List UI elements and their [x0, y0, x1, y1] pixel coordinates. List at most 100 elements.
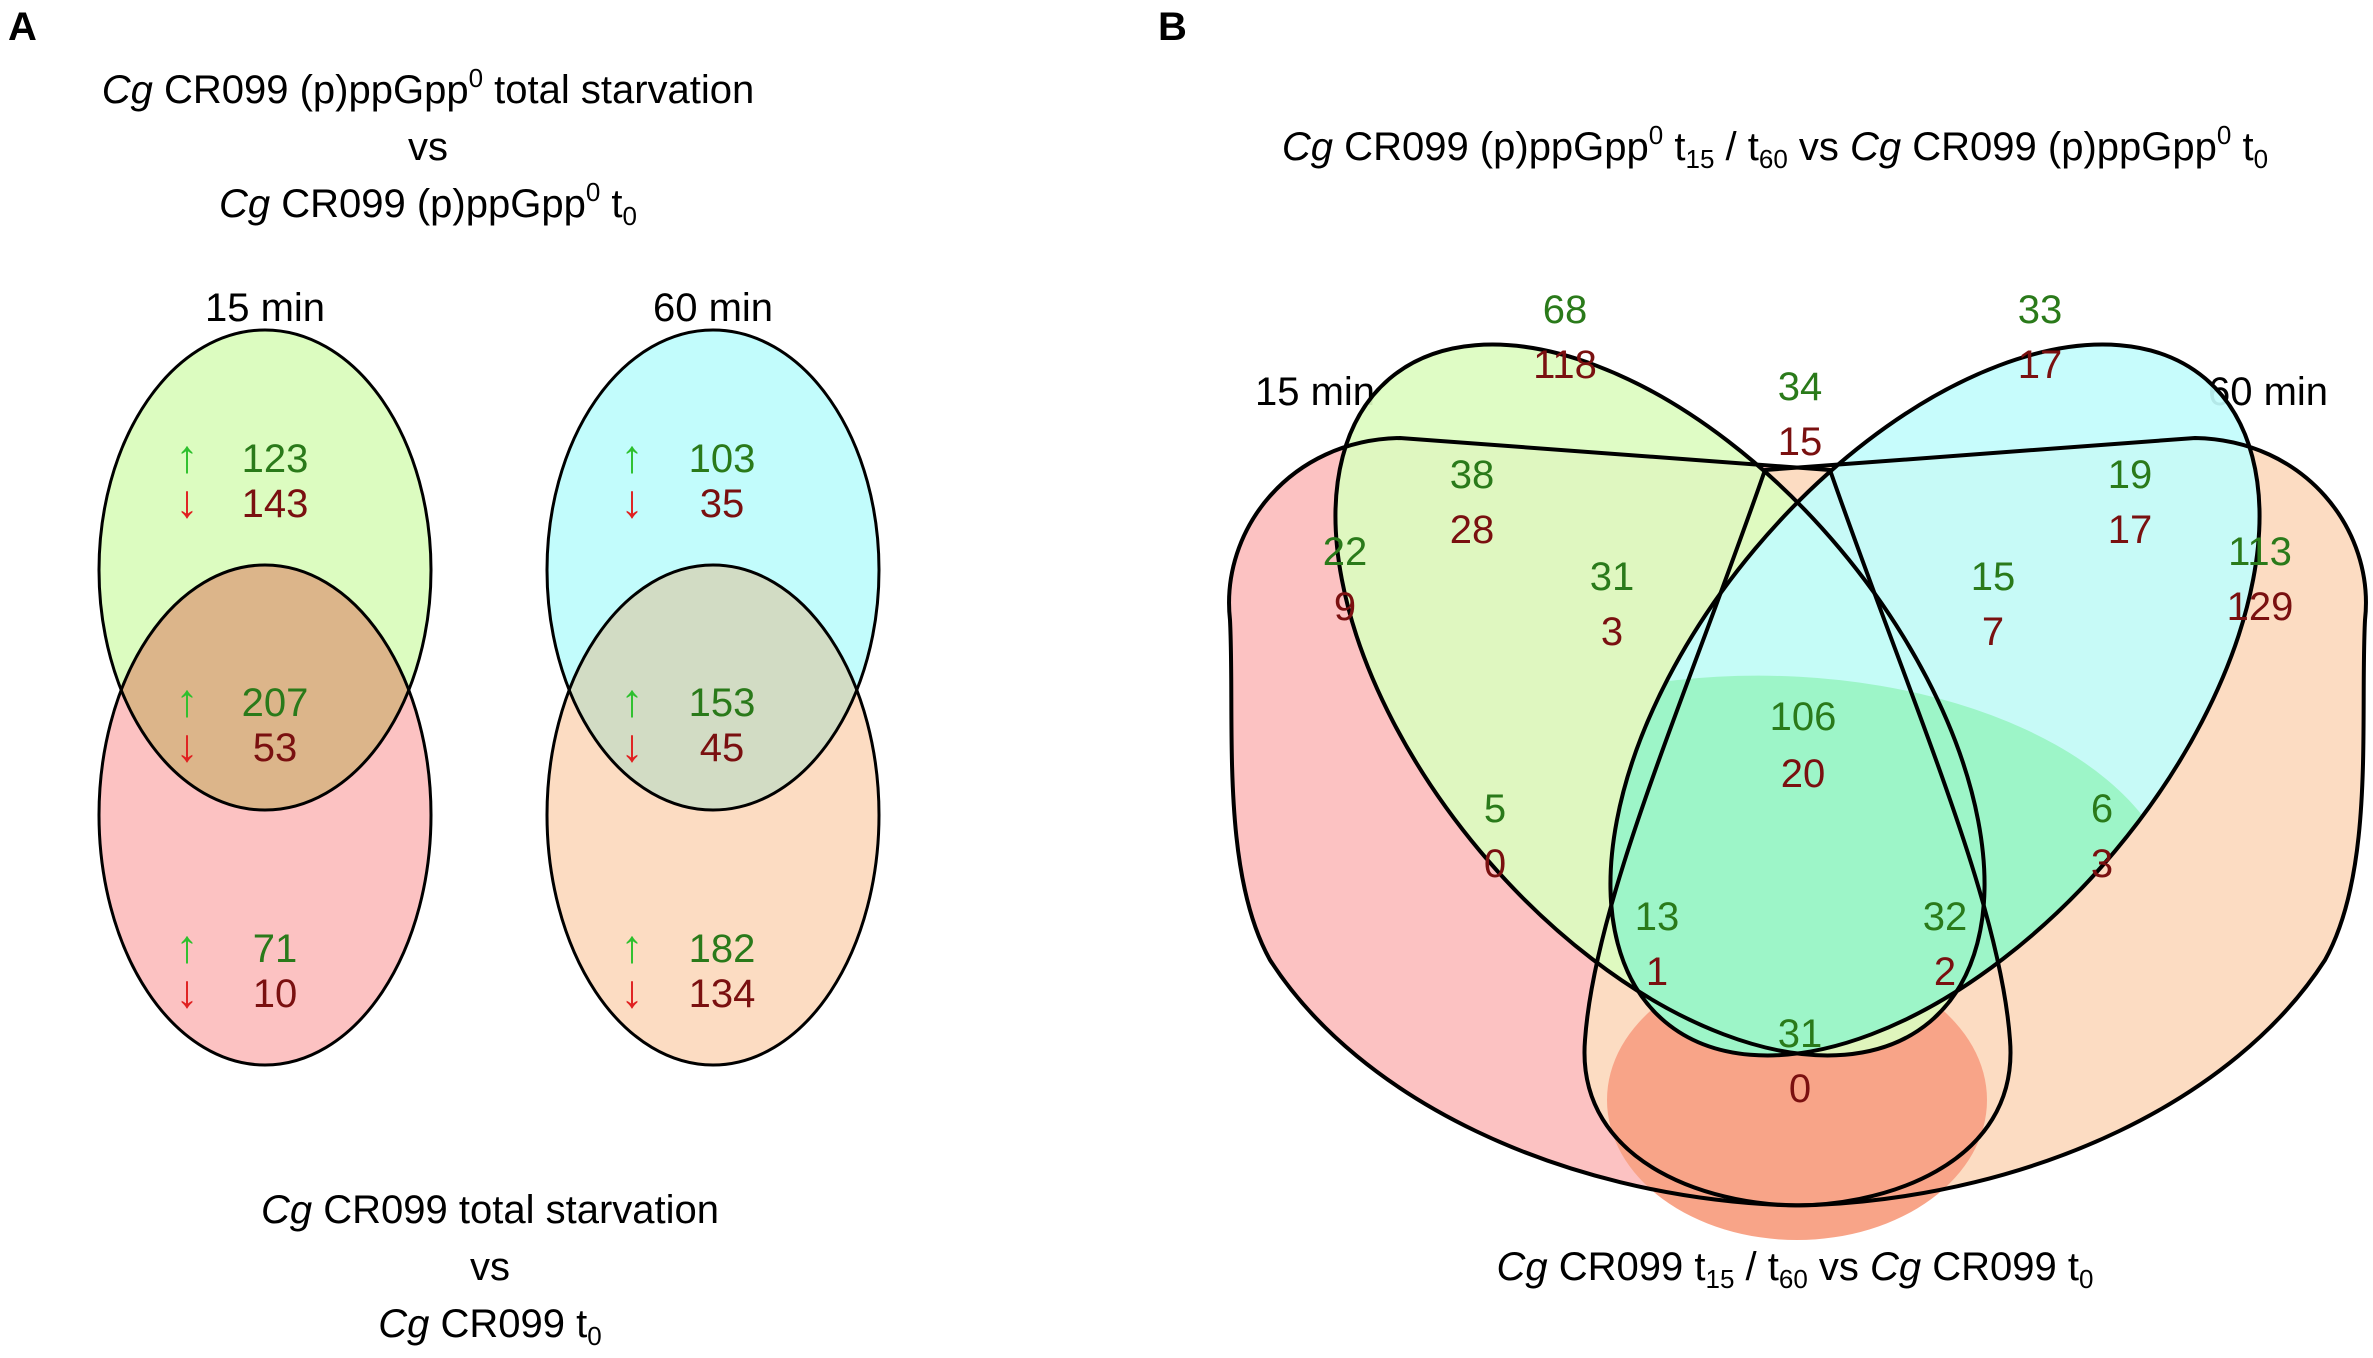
panel-a-label: A [8, 5, 37, 49]
up-arrow-icon: ↑ [176, 920, 199, 972]
down-arrow-icon: ↓ [176, 475, 199, 527]
region-down-count: 17 [2018, 343, 2063, 387]
panel-a-bottom-title-line3: Cg CR099 t0 [378, 1302, 601, 1351]
region-down-count: 15 [1778, 420, 1823, 464]
panel-b-label: B [1158, 5, 1187, 49]
region-green-orange: 6 3 [2091, 787, 2113, 886]
region-down-count: 28 [1450, 508, 1495, 552]
region-only-cyan: 33 17 [2018, 288, 2063, 387]
down-arrow-icon: ↓ [176, 965, 199, 1017]
species-italic: Cg [102, 68, 153, 112]
left-mid-up-count: 207 [242, 681, 309, 725]
right-venn [545, 328, 881, 1067]
left-venn-mid-counts: ↑ ↓ 207 53 [176, 674, 309, 771]
region-down-count: 118 [1533, 343, 1597, 387]
panel-a-top-title-line1: Cg CR099 (p)ppGpp0 total starvation [102, 63, 755, 112]
left-bot-up-count: 71 [253, 927, 298, 971]
left-venn-bottom-outline [97, 563, 433, 1067]
left-venn-label: 15 min [205, 286, 325, 330]
region-green-cyan-orange: 15 7 [1971, 555, 2016, 654]
region-cyan-red: 5 0 [1484, 787, 1506, 886]
label-15-min: 15 min [1255, 370, 1375, 414]
region-green-red: 38 28 [1450, 453, 1495, 552]
down-arrow-icon: ↓ [621, 965, 644, 1017]
orange-set-outline [1582, 435, 2368, 1208]
region-down-count: 7 [1982, 610, 2004, 654]
region-green-cyan-red: 31 3 [1590, 555, 1635, 654]
green-cyan-overlap [1610, 675, 2179, 1056]
region-up-count: 5 [1484, 787, 1506, 831]
down-arrow-icon: ↓ [621, 475, 644, 527]
up-arrow-icon: ↑ [621, 430, 644, 482]
left-venn-top-counts: ↑ ↓ 123 143 [176, 430, 309, 527]
region-up-count: 34 [1778, 365, 1823, 409]
panel-a-top-title-line2: vs [408, 125, 448, 169]
left-mid-down-count: 53 [253, 726, 298, 770]
region-up-count: 68 [1543, 288, 1588, 332]
right-bot-down-count: 134 [689, 972, 756, 1016]
right-venn-overlap [547, 565, 879, 810]
region-up-count: 22 [1323, 530, 1368, 574]
panel-b-top-title: Cg CR099 (p)ppGpp0 t15 / t60 vs Cg CR099… [1282, 120, 2268, 174]
region-up-count: 106 [1770, 695, 1837, 739]
region-down-count: 20 [1781, 752, 1826, 796]
right-venn-label: 60 min [653, 286, 773, 330]
down-arrow-icon: ↓ [176, 719, 199, 771]
right-top-up-count: 103 [689, 437, 756, 481]
region-green-cyan: 34 15 [1778, 365, 1823, 464]
region-cyan-red-orange: 13 1 [1635, 895, 1680, 994]
region-down-count: 0 [1484, 842, 1506, 886]
region-only-red: 22 9 [1323, 530, 1368, 629]
left-venn-bot-counts: ↑ ↓ 71 10 [176, 920, 298, 1017]
region-down-count: 129 [2227, 585, 2294, 629]
up-arrow-icon: ↑ [176, 430, 199, 482]
region-down-count: 2 [1934, 950, 1956, 994]
right-bot-up-count: 182 [689, 927, 756, 971]
panel-a-bottom-title-line1: Cg CR099 total starvation [261, 1188, 719, 1232]
left-top-up-count: 123 [242, 437, 309, 481]
left-venn [97, 328, 433, 1067]
region-only-orange: 113 129 [2227, 530, 2294, 629]
region-up-count: 19 [2108, 453, 2153, 497]
left-venn-top-outline [97, 328, 433, 812]
right-top-down-count: 35 [700, 482, 745, 526]
left-top-down-count: 143 [242, 482, 309, 526]
region-down-count: 3 [1601, 610, 1623, 654]
green-set-outline [1333, 342, 1987, 1058]
region-down-count: 1 [1646, 950, 1668, 994]
right-mid-up-count: 153 [689, 681, 756, 725]
region-down-count: 3 [2091, 842, 2113, 886]
up-arrow-icon: ↑ [621, 674, 644, 726]
up-arrow-icon: ↑ [176, 674, 199, 726]
region-up-count: 31 [1590, 555, 1635, 599]
red-set-outline [1227, 435, 2013, 1208]
region-down-count: 0 [1789, 1067, 1811, 1111]
region-down-count: 9 [1334, 585, 1356, 629]
region-down-count: 17 [2108, 508, 2153, 552]
up-arrow-icon: ↑ [621, 920, 644, 972]
down-arrow-icon: ↓ [621, 719, 644, 771]
left-bot-down-count: 10 [253, 972, 298, 1016]
region-up-count: 38 [1450, 453, 1495, 497]
region-up-count: 33 [2018, 288, 2063, 332]
region-only-green: 68 118 [1533, 288, 1597, 387]
region-up-count: 15 [1971, 555, 2016, 599]
panel-b-bottom-title: Cg CR099 t15 / t60 vs Cg CR099 t0 [1497, 1245, 2094, 1294]
right-venn-top-outline [545, 328, 881, 812]
region-red-orange: 31 0 [1778, 1012, 1823, 1111]
region-up-count: 31 [1778, 1012, 1823, 1056]
panel-a-top-title-line3: Cg CR099 (p)ppGpp0 t0 [219, 177, 637, 231]
region-all-four: 106 20 [1770, 695, 1837, 796]
panel-a-bottom-title-line2: vs [470, 1245, 510, 1289]
region-up-count: 32 [1923, 895, 1968, 939]
cyan-set-outline [1608, 342, 2262, 1058]
four-set-venn [1227, 342, 2368, 1240]
region-up-count: 113 [2228, 530, 2292, 574]
right-venn-mid-counts: ↑ ↓ 153 45 [621, 674, 756, 771]
right-mid-down-count: 45 [700, 726, 745, 770]
right-venn-bottom-outline [545, 563, 881, 1067]
right-venn-top-counts: ↑ ↓ 103 35 [621, 430, 756, 527]
region-up-count: 6 [2091, 787, 2113, 831]
